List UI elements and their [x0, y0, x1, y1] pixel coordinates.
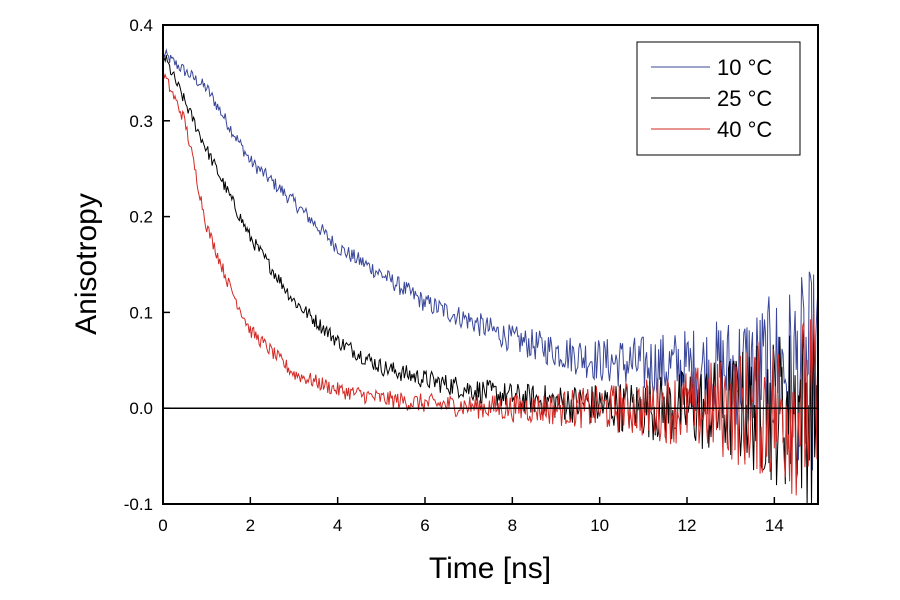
x-tick-label: 4 [333, 516, 342, 535]
plot-frame [162, 24, 819, 505]
x-tick-label: 6 [420, 516, 429, 535]
x-tick-label: 12 [678, 516, 697, 535]
legend: 10 °C 25 °C 40 °C [636, 41, 801, 156]
y-tick-label: 0.3 [129, 112, 153, 131]
series-line-10c [164, 48, 817, 471]
series-line-40c [164, 72, 817, 496]
y-tick-label: 0.0 [129, 399, 153, 418]
series-layer [164, 48, 817, 503]
ticks-layer: 0 2 4 6 8 10 12 14 -0.1 0.0 0.1 0.2 0.3 0.4 [124, 16, 784, 535]
legend-label-40c: 40 °C [717, 117, 772, 142]
y-tick-label: 0.4 [129, 16, 153, 35]
x-tick-label: 0 [158, 516, 167, 535]
x-tick-label: 8 [508, 516, 517, 535]
y-tick-label: 0.2 [129, 208, 153, 227]
x-tick-label: 10 [590, 516, 609, 535]
legend-label-25c: 25 °C [717, 86, 772, 111]
x-axis-label: Time [ns] [429, 552, 551, 585]
x-tick-label: 2 [246, 516, 255, 535]
x-tick-label: 14 [765, 516, 784, 535]
series-line-25c [164, 54, 817, 503]
y-axis-label: Anisotropy [70, 193, 103, 335]
legend-label-10c: 10 °C [717, 55, 772, 80]
y-tick-label: 0.1 [129, 303, 153, 322]
y-tick-label: -0.1 [124, 495, 153, 514]
